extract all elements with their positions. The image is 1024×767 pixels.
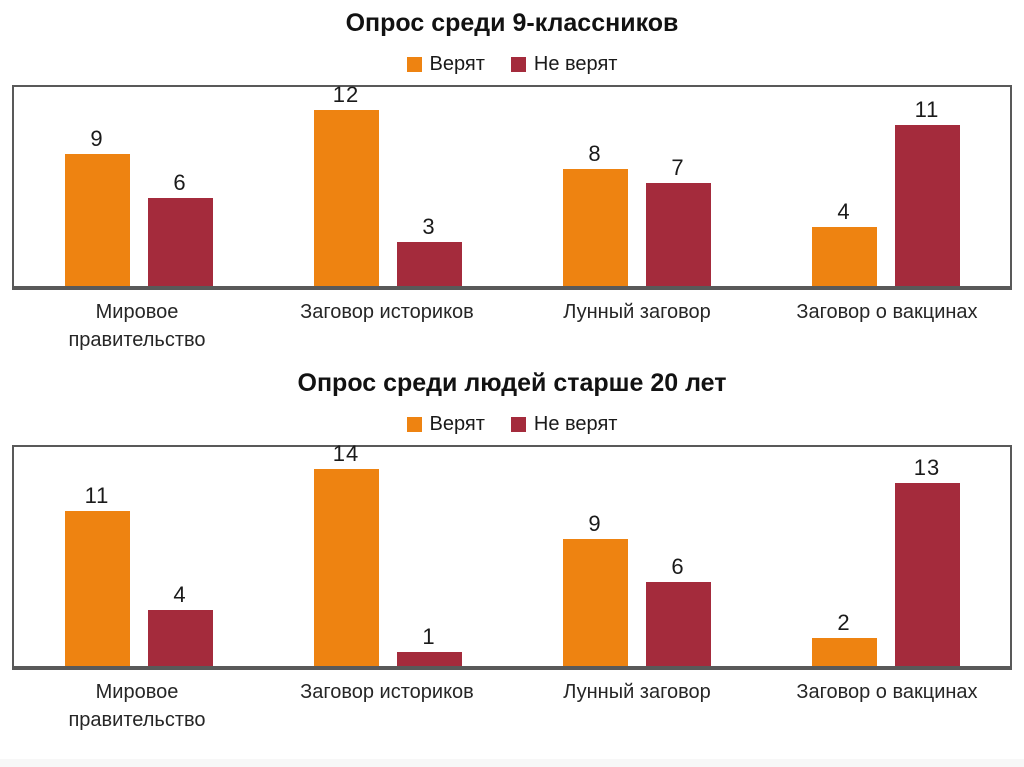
data-label: 7 bbox=[671, 155, 685, 180]
legend-item-believe: Верят bbox=[406, 412, 485, 436]
legend-item-not-believe: Не верят bbox=[510, 52, 618, 76]
bar bbox=[562, 169, 628, 286]
legend-label: Верят bbox=[429, 412, 485, 435]
data-label: 12 bbox=[332, 82, 360, 107]
category-label-text: Заговор о вакцинах bbox=[796, 681, 978, 703]
data-label: 4 bbox=[837, 199, 851, 224]
bar bbox=[64, 511, 130, 666]
footer-strip bbox=[0, 759, 1024, 767]
bar-group: 2 13 bbox=[761, 447, 1010, 666]
data-label: 13 bbox=[913, 455, 941, 480]
category-label: Мировое правительство bbox=[12, 298, 262, 354]
bar bbox=[894, 125, 960, 286]
data-label: 2 bbox=[837, 610, 851, 635]
category-label-text: Заговор историков bbox=[300, 681, 474, 703]
category-label-text: Лунный заговор bbox=[563, 301, 711, 323]
bar-column-believe: 12 bbox=[313, 82, 379, 286]
category-label: Заговор историков bbox=[262, 298, 512, 354]
category-label-text: Заговор о вакцинах bbox=[796, 301, 978, 323]
legend-item-believe: Верят bbox=[406, 52, 485, 76]
bar bbox=[811, 227, 877, 286]
category-label-text: Мировое правительство bbox=[68, 301, 206, 351]
bar bbox=[645, 582, 711, 666]
bar bbox=[645, 183, 711, 286]
category-label-text: Мировое правительство bbox=[68, 681, 206, 731]
legend: Верят Не верят bbox=[0, 413, 1024, 435]
legend: Верят Не верят bbox=[0, 53, 1024, 75]
plot-area-adults-over-20: 11 4 14 1 9 6 2 13 bbox=[12, 442, 1012, 670]
legend-item-not-believe: Не верят bbox=[510, 412, 618, 436]
category-label: Заговор о вакцинах bbox=[762, 298, 1012, 354]
bar bbox=[313, 110, 379, 286]
bar-column-not-believe: 6 bbox=[147, 170, 213, 286]
data-label: 11 bbox=[84, 483, 110, 508]
bar-group: 4 11 bbox=[761, 87, 1010, 286]
bar bbox=[894, 483, 960, 666]
data-label: 4 bbox=[173, 582, 187, 607]
category-label: Мировое правительство bbox=[12, 678, 262, 734]
legend-swatch-icon bbox=[510, 416, 526, 432]
data-label: 1 bbox=[422, 624, 436, 649]
bar-column-believe: 14 bbox=[313, 441, 379, 666]
chart-title-9th-graders: Опрос среди 9-классников bbox=[345, 9, 679, 37]
chart-9th-graders: Опрос среди 9-классников Верят Не верят 9… bbox=[0, 8, 1024, 354]
legend-swatch-icon bbox=[406, 56, 422, 72]
bar-column-not-believe: 4 bbox=[147, 582, 213, 666]
category-label-text: Лунный заговор bbox=[563, 681, 711, 703]
bar-column-believe: 2 bbox=[811, 610, 877, 666]
plot-area-9th-graders: 9 6 12 3 8 7 4 11 bbox=[12, 83, 1012, 290]
category-label: Заговор о вакцинах bbox=[762, 678, 1012, 734]
data-label: 11 bbox=[914, 97, 940, 122]
legend-label: Верят bbox=[429, 52, 485, 75]
data-label: 6 bbox=[173, 170, 187, 195]
data-label: 8 bbox=[588, 141, 602, 166]
bar-group: 14 1 bbox=[263, 442, 512, 666]
bar-column-believe: 4 bbox=[811, 199, 877, 286]
bar-column-believe: 11 bbox=[64, 483, 130, 666]
data-label: 6 bbox=[671, 554, 685, 579]
bar bbox=[396, 652, 462, 666]
bar-column-not-believe: 3 bbox=[396, 214, 462, 286]
bar-column-not-believe: 7 bbox=[645, 155, 711, 286]
bar bbox=[313, 469, 379, 666]
bar-column-not-believe: 1 bbox=[396, 624, 462, 666]
bar-column-believe: 8 bbox=[562, 141, 628, 286]
legend-label: Не верят bbox=[533, 52, 618, 75]
legend-swatch-icon bbox=[510, 56, 526, 72]
bar bbox=[396, 242, 462, 286]
data-label: 14 bbox=[332, 441, 360, 466]
bar-column-not-believe: 13 bbox=[894, 455, 960, 666]
bar-column-believe: 9 bbox=[64, 126, 130, 286]
category-label: Лунный заговор bbox=[512, 678, 762, 734]
category-labels: Мировое правительство Заговор историков Лу… bbox=[12, 298, 1012, 354]
bar bbox=[147, 198, 213, 286]
data-label: 3 bbox=[422, 214, 436, 239]
category-labels: Мировое правительство Заговор историков Лу… bbox=[12, 678, 1012, 734]
bar bbox=[562, 539, 628, 666]
legend-label: Не верят bbox=[533, 412, 618, 435]
bar bbox=[147, 610, 213, 666]
chart-adults-over-20: Опрос среди людей старше 20 лет Верят Не … bbox=[0, 368, 1024, 734]
data-label: 9 bbox=[588, 511, 602, 536]
bar-group: 11 4 bbox=[14, 447, 263, 666]
bar-group: 12 3 bbox=[263, 83, 512, 286]
bar bbox=[64, 154, 130, 286]
legend-swatch-icon bbox=[406, 416, 422, 432]
bar bbox=[811, 638, 877, 666]
category-label: Заговор историков bbox=[262, 678, 512, 734]
bar-column-not-believe: 11 bbox=[894, 97, 960, 286]
data-label: 9 bbox=[90, 126, 104, 151]
bar-column-not-believe: 6 bbox=[645, 554, 711, 666]
category-label-text: Заговор историков bbox=[300, 301, 474, 323]
chart-title-adults-over-20: Опрос среди людей старше 20 лет bbox=[297, 369, 727, 397]
bar-column-believe: 9 bbox=[562, 511, 628, 666]
category-label: Лунный заговор bbox=[512, 298, 762, 354]
